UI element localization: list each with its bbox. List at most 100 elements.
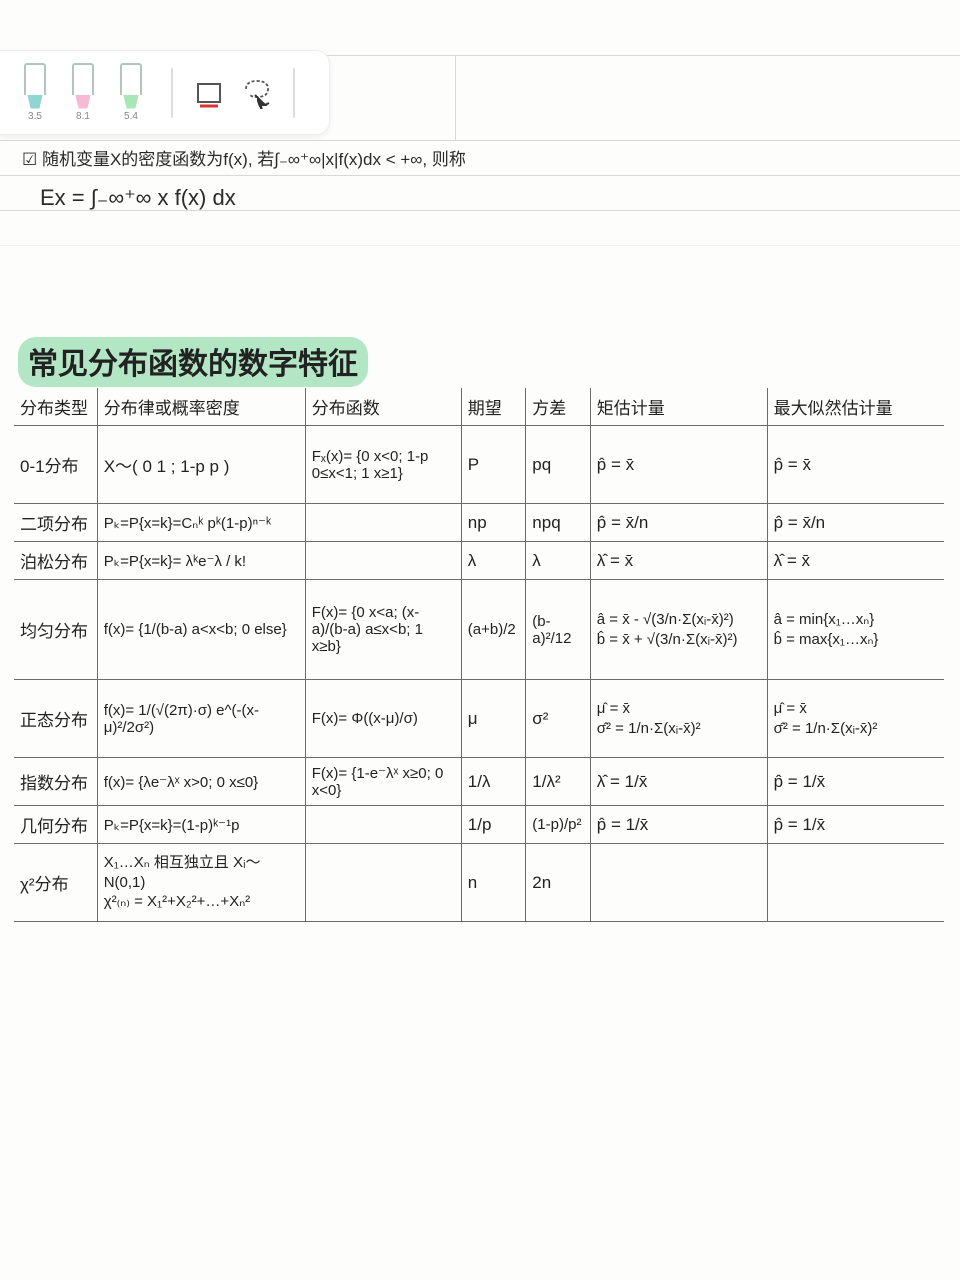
cell: f(x)= {1/(b-a) a<x<b; 0 else} <box>97 580 305 680</box>
cell: μ <box>461 680 525 758</box>
cell: pq <box>526 426 590 504</box>
cell: μ̂ = x̄ σ̂² = 1/n·Σ(xᵢ-x̄)² <box>767 680 944 758</box>
shape-rect-tool[interactable] <box>191 75 227 111</box>
lasso-select-tool[interactable] <box>239 75 275 111</box>
cell-line: χ²₍ₙ₎ = X₁²+X₂²+…+Xₙ² <box>104 892 299 912</box>
ruling-line <box>0 140 960 141</box>
distribution-table: 分布类型 分布律或概率密度 分布函数 期望 方差 矩估计量 最大似然估计量 0-… <box>14 388 944 922</box>
cell: (1-p)/p² <box>526 806 590 844</box>
cell: F(x)= Φ((x-μ)/σ) <box>305 680 461 758</box>
cell: p̂ = x̄/n <box>767 504 944 542</box>
table-row: 0-1分布 X～( 0 1 ; 1-p p ) Fₓ(x)= {0 x<0; 1… <box>14 426 944 504</box>
cell <box>767 844 944 922</box>
table-row: 均匀分布 f(x)= {1/(b-a) a<x<b; 0 else} F(x)=… <box>14 580 944 680</box>
cell: n <box>461 844 525 922</box>
cell: μ̂ = x̄ σ̂² = 1/n·Σ(xᵢ-x̄)² <box>590 680 767 758</box>
cell: Pₖ=P{x=k}=(1-p)ᵏ⁻¹p <box>97 806 305 844</box>
cell <box>305 542 461 580</box>
cell <box>305 844 461 922</box>
col-header: 期望 <box>461 388 525 426</box>
cell <box>305 504 461 542</box>
cell: f(x)= 1/(√(2π)·σ) e^(-(x-μ)²/2σ²) <box>97 680 305 758</box>
cell: λ̂ = 1/x̄ <box>590 758 767 806</box>
col-header: 分布律或概率密度 <box>97 388 305 426</box>
cell: X～( 0 1 ; 1-p p ) <box>97 426 305 504</box>
cell-line: X₁…Xₙ 相互独立且 Xᵢ～N(0,1) <box>104 853 299 892</box>
cell: p̂ = 1/x̄ <box>767 758 944 806</box>
cell: 二项分布 <box>14 504 97 542</box>
cell: p̂ = 1/x̄ <box>767 806 944 844</box>
cell: 1/λ² <box>526 758 590 806</box>
pen-size-label: 8.1 <box>76 111 90 122</box>
cell-line: b̂ = x̄ + √(3/n·Σ(xᵢ-x̄)²) <box>597 630 761 650</box>
table-row: 泊松分布 Pₖ=P{x=k}= λᵏe⁻λ / k! λ λ λ̂ = x̄ λ… <box>14 542 944 580</box>
cell: Pₖ=P{x=k}= λᵏe⁻λ / k! <box>97 542 305 580</box>
cell: Pₖ=P{x=k}=Cₙᵏ pᵏ(1-p)ⁿ⁻ᵏ <box>97 504 305 542</box>
cell: 几何分布 <box>14 806 97 844</box>
cell: f(x)= {λe⁻λˣ x>0; 0 x≤0} <box>97 758 305 806</box>
cell: â = min{x₁…xₙ} b̂ = max{x₁…xₙ} <box>767 580 944 680</box>
toolbar-divider <box>171 68 173 118</box>
cell <box>590 844 767 922</box>
cell: 0-1分布 <box>14 426 97 504</box>
cell: (a+b)/2 <box>461 580 525 680</box>
cell-line: μ̂ = x̄ <box>774 699 938 719</box>
pen-size-label: 5.4 <box>124 111 138 122</box>
cell: 正态分布 <box>14 680 97 758</box>
col-header: 矩估计量 <box>590 388 767 426</box>
pen-size-label: 3.5 <box>28 111 42 122</box>
cell-line: σ̂² = 1/n·Σ(xᵢ-x̄)² <box>597 719 761 739</box>
cell: λ̂ = x̄ <box>590 542 767 580</box>
cell: 1/p <box>461 806 525 844</box>
cell: λ <box>461 542 525 580</box>
col-header: 分布类型 <box>14 388 97 426</box>
cell: X₁…Xₙ 相互独立且 Xᵢ～N(0,1) χ²₍ₙ₎ = X₁²+X₂²+…+… <box>97 844 305 922</box>
cell-line: μ̂ = x̄ <box>597 699 761 719</box>
table-row: 指数分布 f(x)= {λe⁻λˣ x>0; 0 x≤0} F(x)= {1-e… <box>14 758 944 806</box>
col-header: 最大似然估计量 <box>767 388 944 426</box>
cell: 泊松分布 <box>14 542 97 580</box>
cell: np <box>461 504 525 542</box>
cell-line: â = min{x₁…xₙ} <box>774 610 938 630</box>
table-header-row: 分布类型 分布律或概率密度 分布函数 期望 方差 矩估计量 最大似然估计量 <box>14 388 944 426</box>
highlighter-teal[interactable]: 3.5 <box>15 63 55 123</box>
cell <box>305 806 461 844</box>
ruling-line <box>455 55 456 140</box>
table-row: 正态分布 f(x)= 1/(√(2π)·σ) e^(-(x-μ)²/2σ²) F… <box>14 680 944 758</box>
highlighter-pink[interactable]: 8.1 <box>63 63 103 123</box>
formula-text: Ex = ∫₋∞⁺∞ x f(x) dx <box>40 185 236 211</box>
cell: Fₓ(x)= {0 x<0; 1-p 0≤x<1; 1 x≥1} <box>305 426 461 504</box>
toolbar-divider <box>293 68 295 118</box>
pen-tip <box>24 95 46 109</box>
cell: â = x̄ - √(3/n·Σ(xᵢ-x̄)²) b̂ = x̄ + √(3/… <box>590 580 767 680</box>
col-header: 方差 <box>526 388 590 426</box>
table-row: χ²分布 X₁…Xₙ 相互独立且 Xᵢ～N(0,1) χ²₍ₙ₎ = X₁²+X… <box>14 844 944 922</box>
pen-toolbar: 3.5 8.1 5.4 <box>0 50 330 135</box>
cell: λ̂ = x̄ <box>767 542 944 580</box>
col-header: 分布函数 <box>305 388 461 426</box>
cell: λ <box>526 542 590 580</box>
table-row: 二项分布 Pₖ=P{x=k}=Cₙᵏ pᵏ(1-p)ⁿ⁻ᵏ np npq p̂ … <box>14 504 944 542</box>
cell: p̂ = x̄ <box>590 426 767 504</box>
cell: F(x)= {0 x<a; (x-a)/(b-a) a≤x<b; 1 x≥b} <box>305 580 461 680</box>
cell: σ² <box>526 680 590 758</box>
ruling-line <box>0 245 960 246</box>
cell-line: σ̂² = 1/n·Σ(xᵢ-x̄)² <box>774 719 938 739</box>
cell: 指数分布 <box>14 758 97 806</box>
cell: p̂ = x̄ <box>767 426 944 504</box>
cell: npq <box>526 504 590 542</box>
cell: 2n <box>526 844 590 922</box>
cell: p̂ = x̄/n <box>590 504 767 542</box>
section-heading: 常见分布函数的数字特征 <box>18 337 368 387</box>
cell: (b-a)²/12 <box>526 580 590 680</box>
highlighter-green[interactable]: 5.4 <box>111 63 151 123</box>
cell: 1/λ <box>461 758 525 806</box>
pen-tip <box>120 95 142 109</box>
cell-line: â = x̄ - √(3/n·Σ(xᵢ-x̄)²) <box>597 610 761 630</box>
table-row: 几何分布 Pₖ=P{x=k}=(1-p)ᵏ⁻¹p 1/p (1-p)/p² p̂… <box>14 806 944 844</box>
cell: F(x)= {1-e⁻λˣ x≥0; 0 x<0} <box>305 758 461 806</box>
cell: P <box>461 426 525 504</box>
pen-tip <box>72 95 94 109</box>
cell: 均匀分布 <box>14 580 97 680</box>
definition-text: ☑ 随机变量X的密度函数为f(x), 若∫₋∞⁺∞|x|f(x)dx < +∞,… <box>22 145 466 170</box>
